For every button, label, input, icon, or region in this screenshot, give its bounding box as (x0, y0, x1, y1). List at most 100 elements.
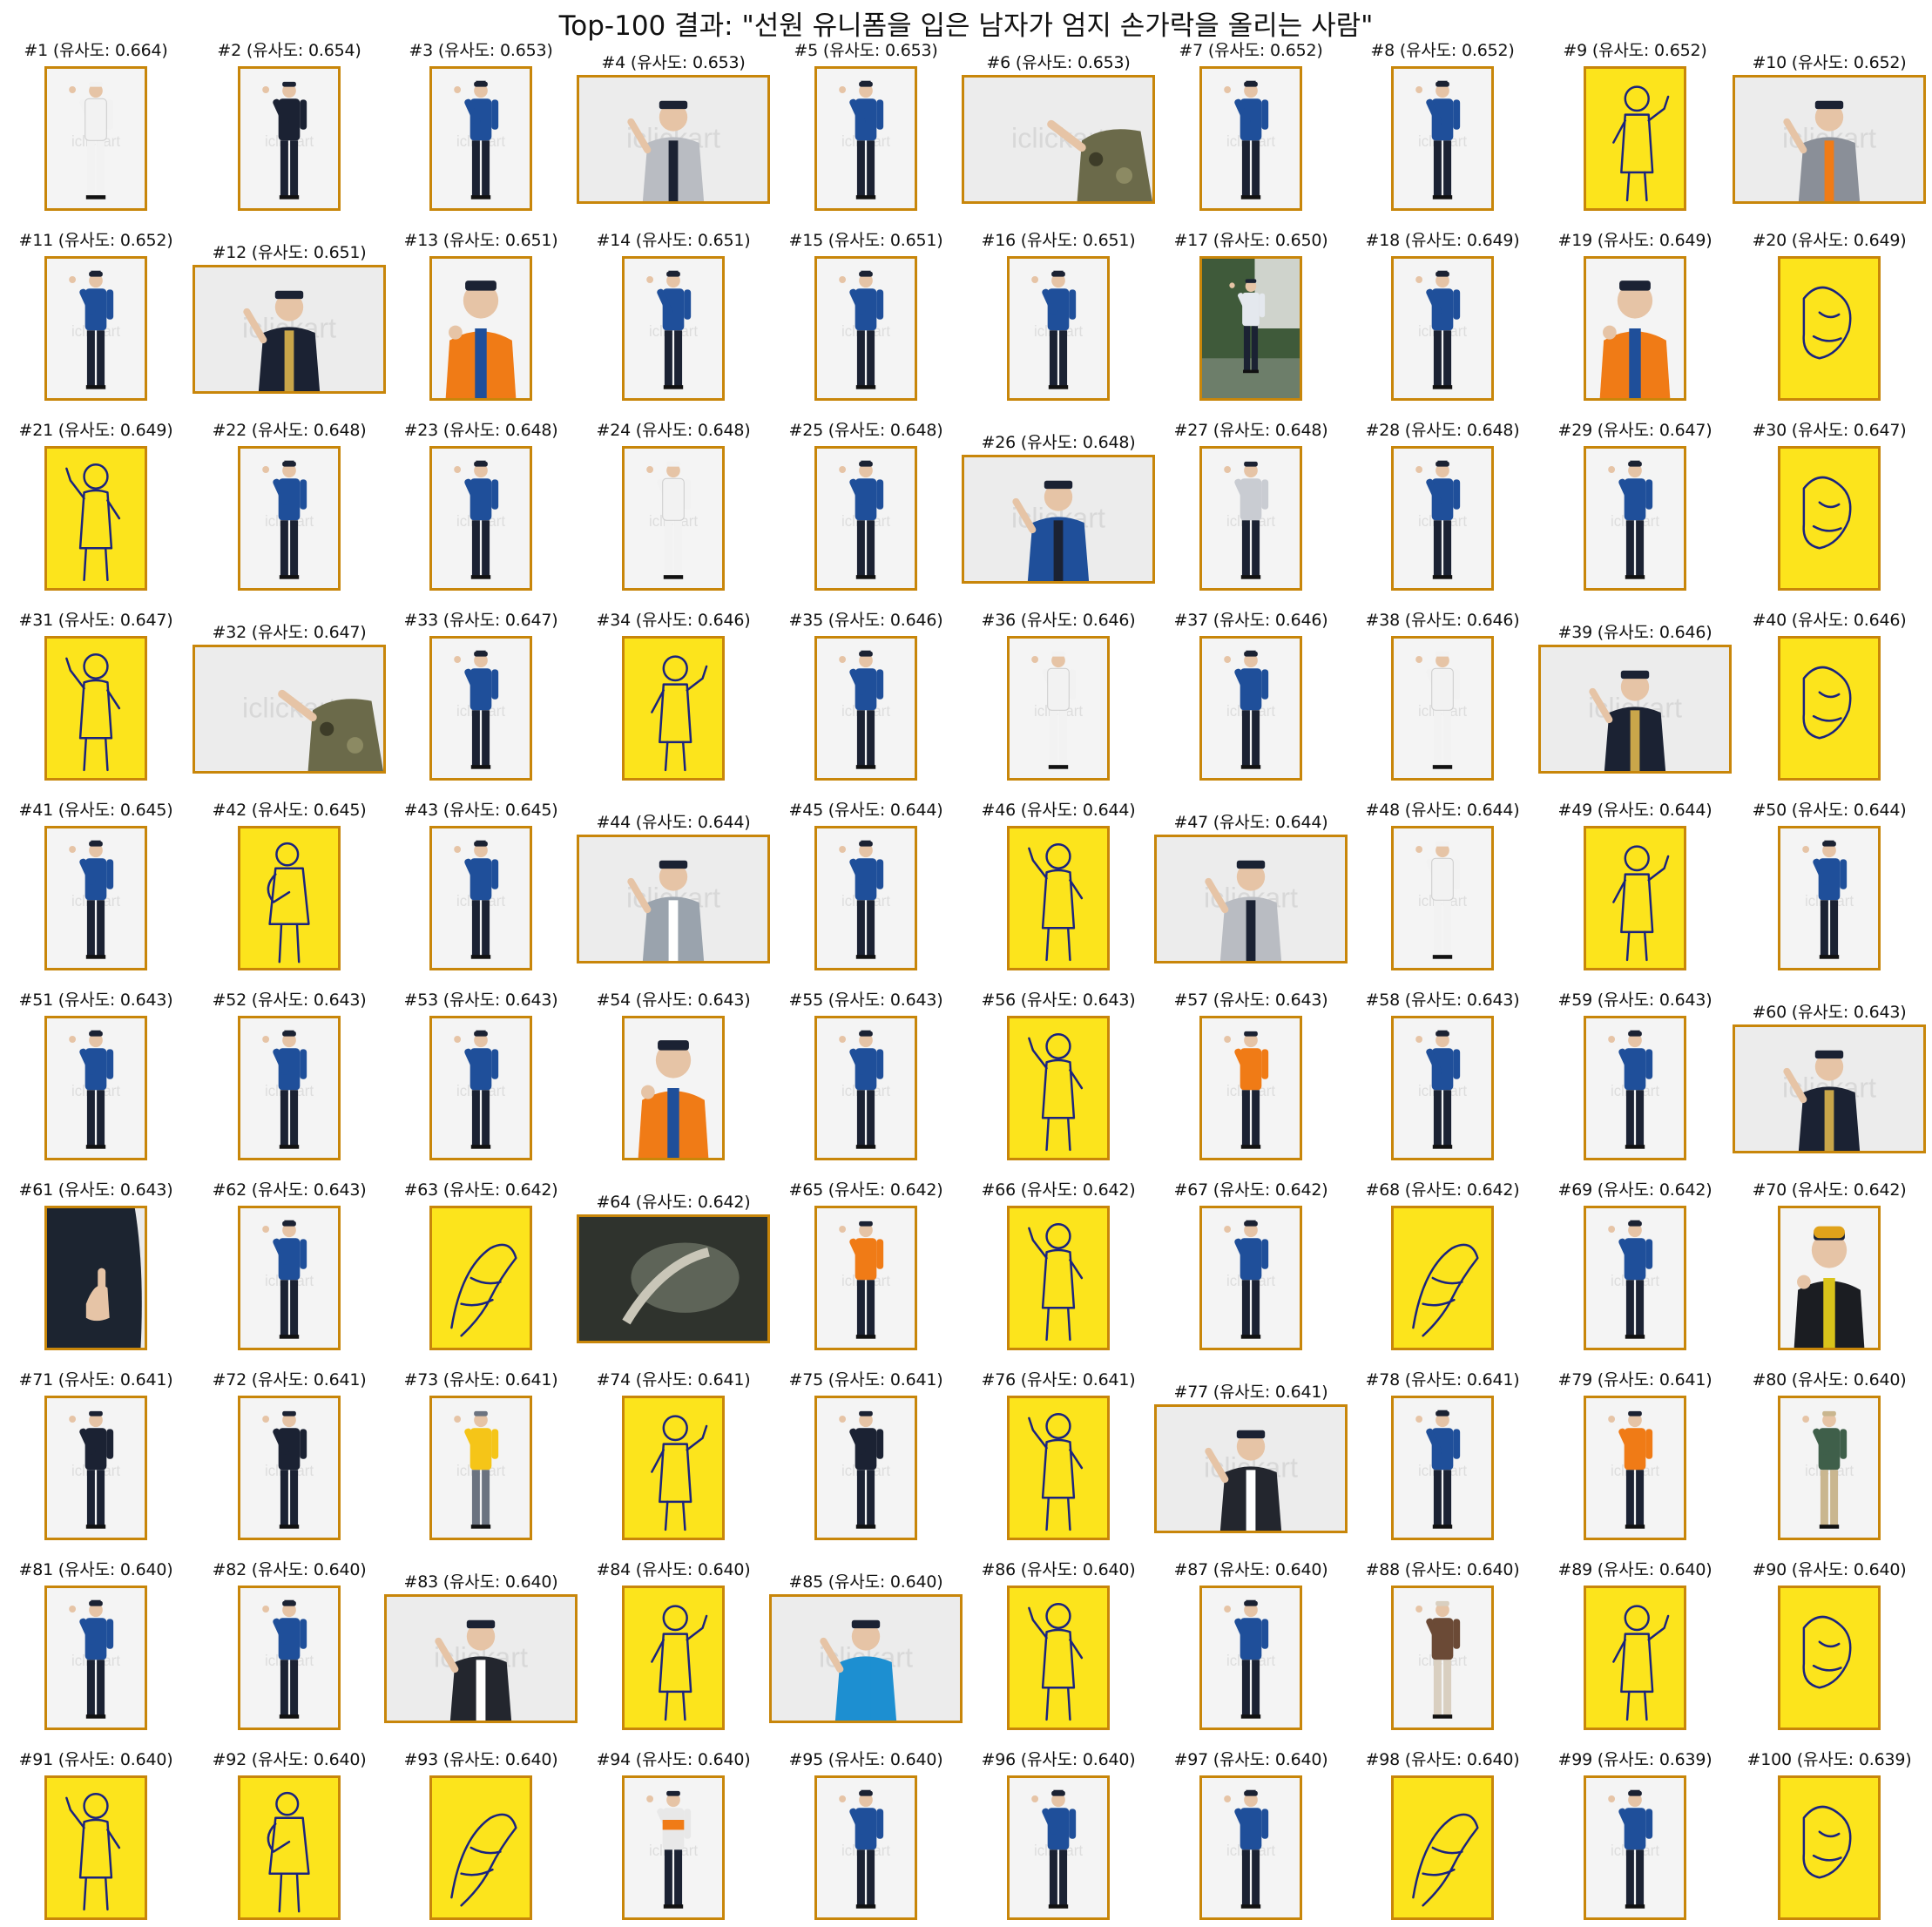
result-caption: #14 (유사도: 0.651) (596, 231, 751, 250)
svg-text:iclickart: iclickart (265, 1083, 314, 1099)
photo-thumbnail: iclickart (622, 1775, 725, 1920)
svg-text:iclickart: iclickart (1805, 893, 1854, 909)
line-art-thumbnail (1778, 256, 1881, 401)
svg-text:iclickart: iclickart (841, 1273, 890, 1289)
photo-thumbnail: iclickart (1584, 1016, 1686, 1160)
line-art-thumbnail (44, 636, 147, 781)
line-art-thumbnail (1007, 1586, 1110, 1730)
result-caption: #73 (유사도: 0.641) (403, 1370, 558, 1389)
photo-thumbnail: iclickart (44, 1016, 147, 1160)
photo-thumbnail: iclickart (238, 66, 341, 211)
svg-text:iclickart: iclickart (265, 1463, 314, 1479)
result-caption: #34 (유사도: 0.646) (596, 611, 751, 630)
line-art-thumbnail (622, 636, 725, 781)
svg-text:iclickart: iclickart (71, 133, 120, 150)
result-caption: #2 (유사도: 0.654) (217, 41, 361, 60)
photo-thumbnail: iclickart (44, 66, 147, 211)
result-caption: #3 (유사도: 0.653) (409, 41, 553, 60)
svg-text:iclickart: iclickart (265, 1273, 314, 1289)
result-caption: #45 (유사도: 0.644) (788, 801, 943, 820)
photo-thumbnail: iclickart (814, 636, 917, 781)
result-caption: #8 (유사도: 0.652) (1370, 41, 1515, 60)
photo-thumbnail (429, 256, 532, 401)
svg-text:iclickart: iclickart (649, 513, 698, 530)
result-caption: #44 (유사도: 0.644) (596, 813, 751, 832)
result-caption: #30 (유사도: 0.647) (1752, 421, 1907, 440)
svg-text:iclickart: iclickart (1418, 323, 1467, 340)
photo-thumbnail: iclickart (1538, 645, 1732, 774)
result-caption: #24 (유사도: 0.648) (596, 421, 751, 440)
photo-thumbnail: iclickart (1733, 75, 1926, 204)
result-caption: #11 (유사도: 0.652) (18, 231, 173, 250)
result-caption: #84 (유사도: 0.640) (596, 1560, 751, 1579)
photo-thumbnail: iclickart (1584, 1775, 1686, 1920)
photo-thumbnail: iclickart (1391, 1016, 1494, 1160)
line-art-thumbnail (1778, 446, 1881, 591)
result-caption: #96 (유사도: 0.640) (981, 1750, 1136, 1769)
result-caption: #51 (유사도: 0.643) (18, 991, 173, 1010)
result-caption: #99 (유사도: 0.639) (1557, 1750, 1712, 1769)
photo-thumbnail: iclickart (1584, 1206, 1686, 1350)
photo-thumbnail: iclickart (429, 1396, 532, 1540)
result-caption: #55 (유사도: 0.643) (788, 991, 943, 1010)
svg-text:iclickart: iclickart (1418, 893, 1467, 909)
line-art-thumbnail (622, 1586, 725, 1730)
svg-text:iclickart: iclickart (1611, 1842, 1659, 1859)
photo-thumbnail: iclickart (1154, 1404, 1348, 1533)
svg-text:iclickart: iclickart (1418, 1463, 1467, 1479)
result-caption: #63 (유사도: 0.642) (403, 1180, 558, 1200)
result-caption: #42 (유사도: 0.645) (212, 801, 367, 820)
photo-thumbnail (1199, 256, 1302, 401)
result-caption: #78 (유사도: 0.641) (1365, 1370, 1520, 1389)
result-caption: #81 (유사도: 0.640) (18, 1560, 173, 1579)
result-caption: #60 (유사도: 0.643) (1752, 1003, 1907, 1022)
result-caption: #82 (유사도: 0.640) (212, 1560, 367, 1579)
photo-thumbnail: iclickart (238, 446, 341, 591)
svg-text:iclickart: iclickart (841, 1463, 890, 1479)
svg-text:iclickart: iclickart (841, 513, 890, 530)
photo-thumbnail: iclickart (1391, 1396, 1494, 1540)
photo-thumbnail: iclickart (429, 826, 532, 970)
line-art-thumbnail (1584, 1586, 1686, 1730)
photo-thumbnail: iclickart (1391, 446, 1494, 591)
photo-thumbnail: iclickart (238, 1016, 341, 1160)
result-caption: #1 (유사도: 0.664) (24, 41, 168, 60)
photo-thumbnail (577, 1214, 770, 1343)
result-caption: #26 (유사도: 0.648) (981, 433, 1136, 452)
photo-thumbnail: iclickart (1199, 636, 1302, 781)
result-caption: #50 (유사도: 0.644) (1752, 801, 1907, 820)
photo-thumbnail: iclickart (814, 826, 917, 970)
svg-text:iclickart: iclickart (265, 1653, 314, 1669)
svg-text:iclickart: iclickart (841, 1083, 890, 1099)
photo-thumbnail (1778, 1206, 1881, 1350)
svg-text:iclickart: iclickart (456, 1083, 505, 1099)
line-art-thumbnail (1007, 1016, 1110, 1160)
photo-thumbnail: iclickart (577, 835, 770, 964)
svg-text:iclickart: iclickart (841, 133, 890, 150)
svg-text:iclickart: iclickart (1418, 513, 1467, 530)
line-art-thumbnail (1007, 1396, 1110, 1540)
svg-text:iclickart: iclickart (456, 1463, 505, 1479)
line-art-thumbnail (44, 446, 147, 591)
result-caption: #98 (유사도: 0.640) (1365, 1750, 1520, 1769)
result-caption: #32 (유사도: 0.647) (212, 623, 367, 642)
photo-thumbnail: iclickart (44, 256, 147, 401)
photo-thumbnail: iclickart (429, 446, 532, 591)
photo-thumbnail: iclickart (622, 446, 725, 591)
photo-thumbnail: iclickart (577, 75, 770, 204)
result-caption: #33 (유사도: 0.647) (403, 611, 558, 630)
svg-text:iclickart: iclickart (1226, 1273, 1275, 1289)
result-caption: #61 (유사도: 0.643) (18, 1180, 173, 1200)
result-caption: #40 (유사도: 0.646) (1752, 611, 1907, 630)
result-caption: #37 (유사도: 0.646) (1173, 611, 1328, 630)
result-caption: #54 (유사도: 0.643) (596, 991, 751, 1010)
result-caption: #41 (유사도: 0.645) (18, 801, 173, 820)
photo-thumbnail: iclickart (44, 1586, 147, 1730)
result-caption: #43 (유사도: 0.645) (403, 801, 558, 820)
line-art-thumbnail (44, 1775, 147, 1920)
result-caption: #19 (유사도: 0.649) (1557, 231, 1712, 250)
result-caption: #62 (유사도: 0.643) (212, 1180, 367, 1200)
photo-thumbnail: iclickart (814, 256, 917, 401)
result-caption: #77 (유사도: 0.641) (1173, 1383, 1328, 1402)
svg-text:iclickart: iclickart (1226, 1653, 1275, 1669)
